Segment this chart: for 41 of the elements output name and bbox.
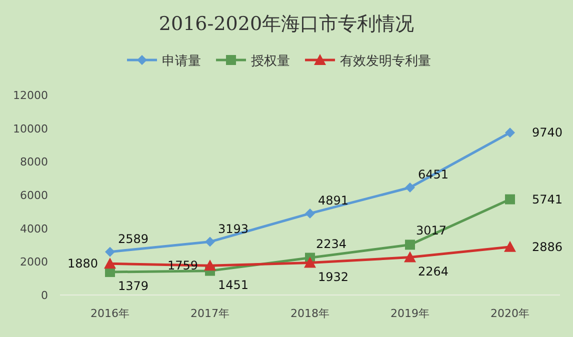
data-label: 4891 (318, 193, 349, 208)
point (505, 194, 515, 204)
data-label: 1451 (218, 278, 249, 292)
data-label: 1932 (318, 270, 349, 284)
x-tick-label: 2017年 (190, 307, 230, 320)
y-tick-label: 12000 (13, 89, 48, 102)
data-label: 2234 (316, 236, 347, 251)
data-label: 1379 (118, 279, 149, 294)
y-tick-label: 8000 (20, 156, 48, 169)
data-label: 3193 (218, 222, 249, 236)
data-label: 5741 (532, 192, 563, 206)
point (304, 256, 316, 268)
y-tick-label: 6000 (20, 189, 48, 202)
chart-title: 2016-2020年海口市专利情况 (158, 13, 414, 35)
point (205, 236, 215, 247)
y-tick-label: 4000 (20, 222, 48, 236)
point (305, 208, 315, 218)
y-tick-label: 0 (41, 289, 48, 302)
data-label: 2264 (418, 264, 449, 278)
data-label: 9740 (532, 126, 563, 140)
point (104, 258, 116, 269)
legend-label: 授权量 (251, 54, 290, 69)
y-tick-label: 2000 (20, 256, 48, 269)
y-tick-label: 10000 (13, 122, 48, 136)
x-tick-label: 2018年 (290, 307, 330, 320)
x-tick-label: 2016年 (90, 307, 130, 320)
point (504, 240, 516, 252)
legend-label: 申请量 (162, 54, 201, 69)
x-tick-label: 2019年 (390, 307, 430, 320)
x-tick-label: 2020年 (490, 307, 530, 320)
point (404, 251, 416, 262)
data-label: 1880 (67, 256, 98, 271)
point (505, 128, 515, 138)
point (105, 246, 115, 257)
data-label: 2589 (118, 232, 149, 246)
data-label: 6451 (418, 167, 449, 182)
point (204, 260, 216, 271)
data-label: 2886 (532, 240, 563, 254)
point (405, 182, 415, 192)
point (405, 240, 415, 250)
legend-label: 有效发明专利量 (340, 54, 431, 69)
